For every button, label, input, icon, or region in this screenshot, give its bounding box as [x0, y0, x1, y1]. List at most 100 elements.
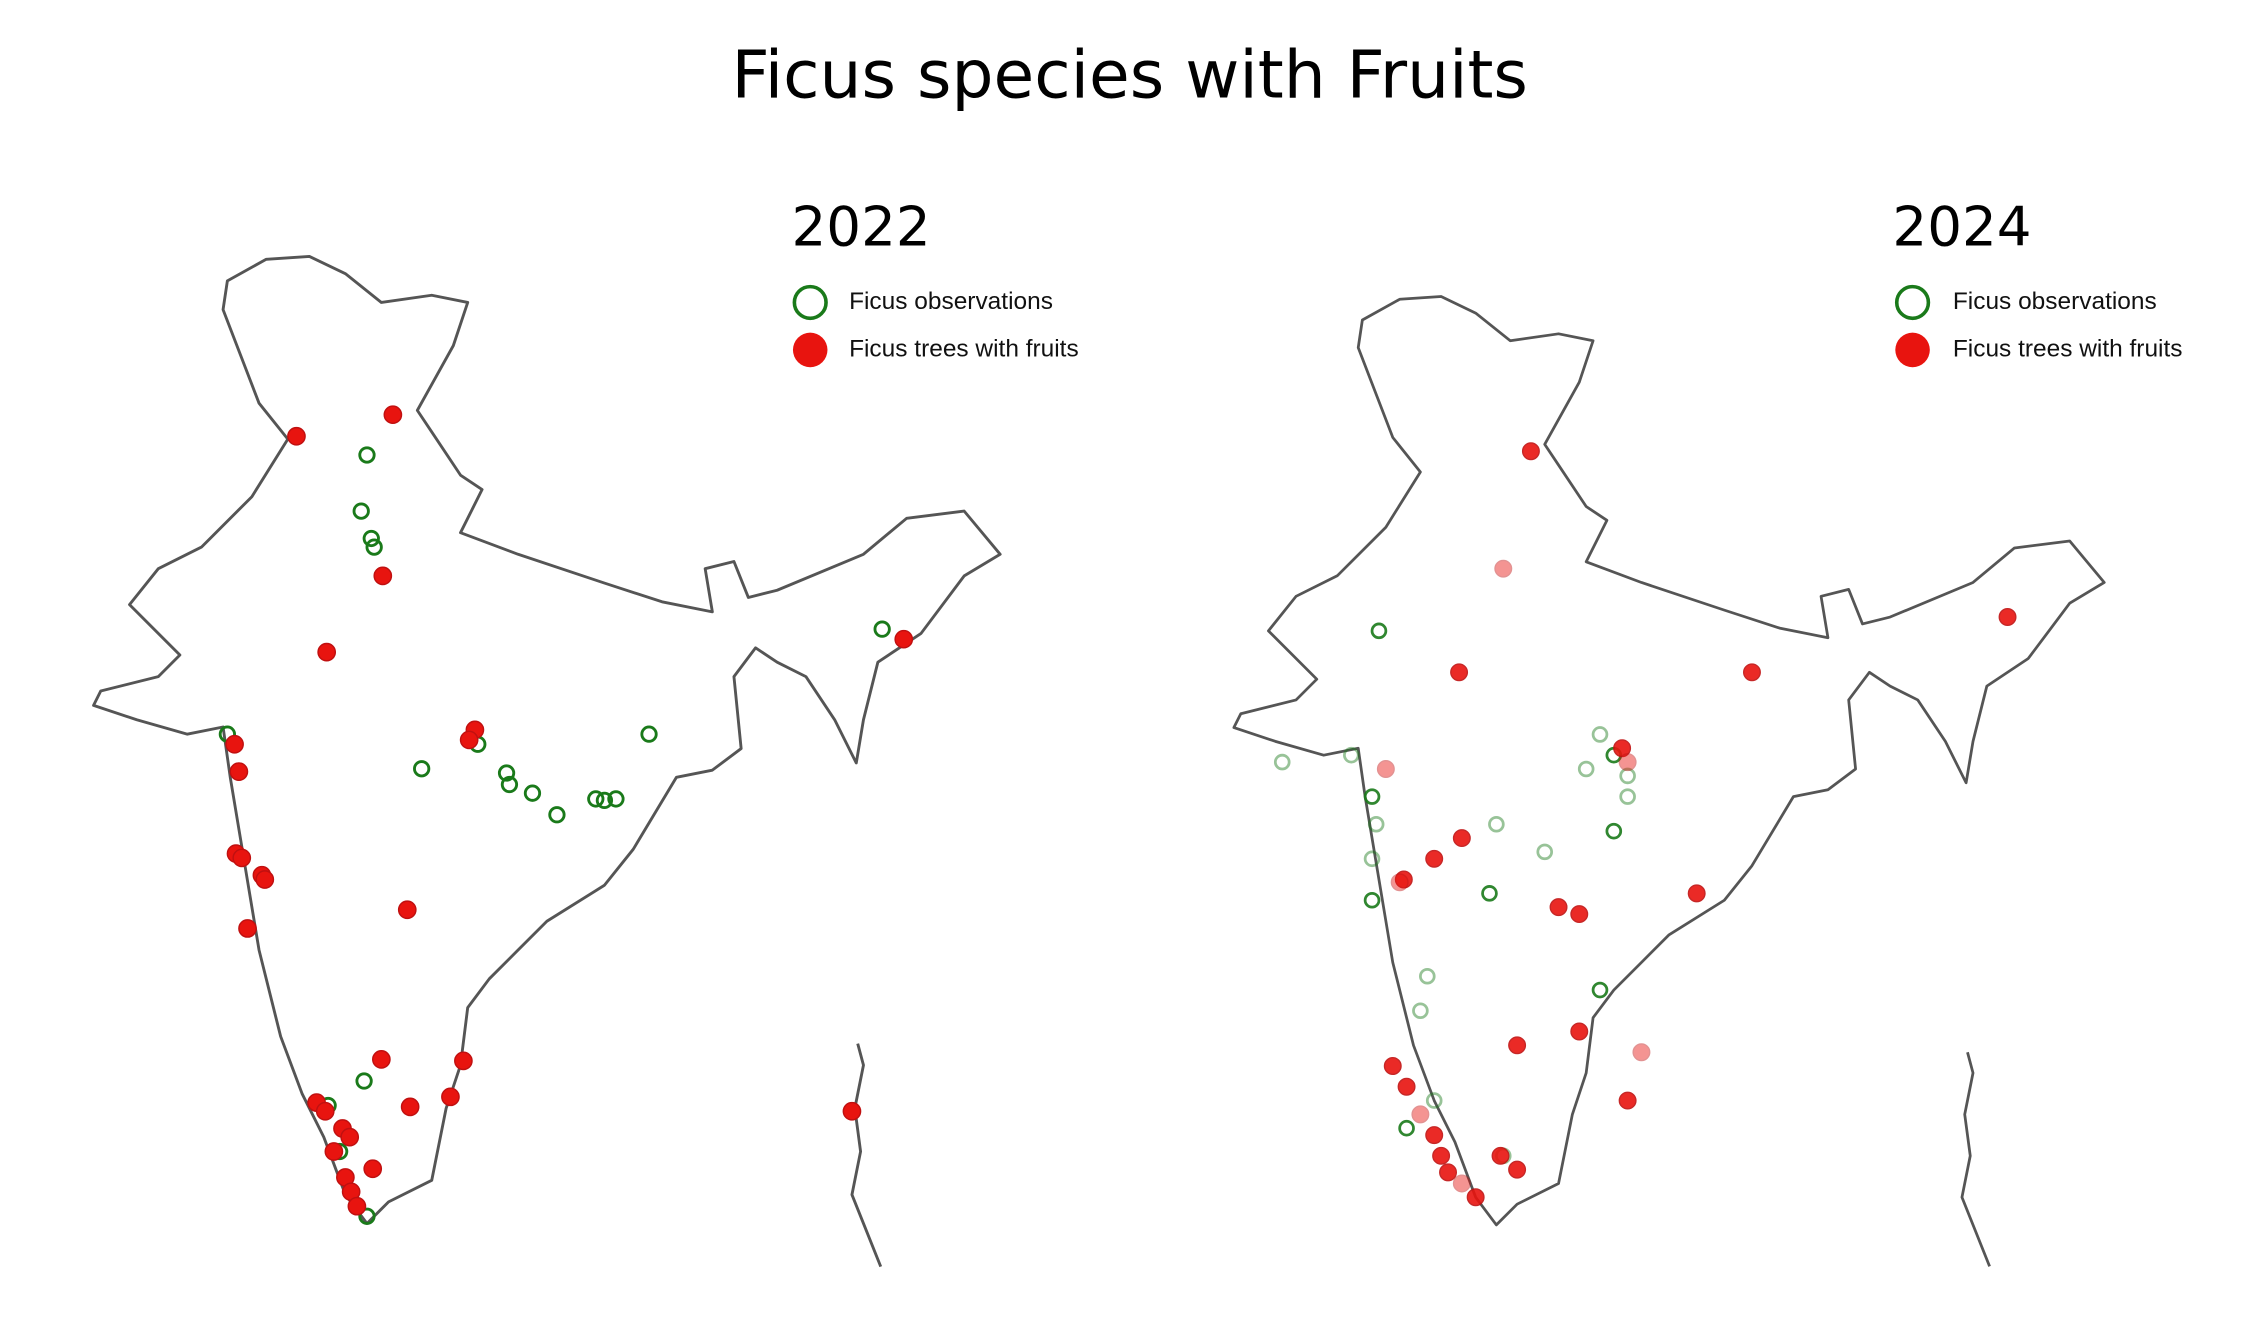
fruit-marker: [1452, 1174, 1471, 1193]
observation-marker: [607, 790, 625, 808]
fruit-marker: [1742, 663, 1761, 682]
observation-marker: [352, 502, 370, 520]
observation-marker: [548, 806, 566, 824]
fruit-marker: [1390, 873, 1409, 892]
fruit-marker: [1466, 1188, 1485, 1207]
fruit-marker: [454, 1051, 473, 1071]
india-map: [92, 254, 1002, 1268]
fruit-marker: [315, 1101, 335, 1121]
page-title: Ficus species with Fruits: [731, 36, 1527, 113]
observation-marker: [1591, 981, 1609, 999]
fruit-marker: [1450, 663, 1469, 682]
observation-marker: [362, 529, 380, 548]
fruit-marker: [372, 1050, 391, 1069]
observation-marker: [1488, 815, 1505, 833]
observation-marker: [523, 784, 542, 802]
fruit-marker: [1425, 1126, 1444, 1145]
observation-marker: [1619, 788, 1636, 805]
fruit-marker: [1508, 1036, 1527, 1055]
observation-marker: [1343, 746, 1360, 764]
fruit-marker: [363, 1159, 383, 1179]
fruit-marker: [1425, 849, 1444, 868]
fruit-marker: [1549, 898, 1568, 917]
legend-label: Ficus observations: [1953, 288, 2157, 315]
country-outline: [1232, 295, 2106, 1227]
observation-marker: [1536, 843, 1554, 861]
fruit-marker: [1508, 1160, 1527, 1179]
legend-label: Ficus trees with fruits: [849, 335, 1079, 362]
fruit-marker: [1376, 760, 1395, 778]
fruit-marker: [441, 1087, 460, 1107]
legend-symbol: [1895, 332, 1930, 368]
india-map: [1232, 295, 2106, 1267]
fruit-marker: [383, 405, 403, 425]
island-outline: [1960, 1051, 1991, 1267]
fruit-marker: [1521, 442, 1540, 461]
fruit-marker: [317, 642, 337, 662]
fruit-marker: [225, 734, 244, 754]
observation-marker: [355, 1072, 373, 1090]
fruit-marker: [1439, 1163, 1458, 1182]
observation-marker: [1419, 967, 1436, 985]
observation-marker: [1577, 760, 1595, 778]
fruit-marker: [1411, 1105, 1430, 1124]
fruit-marker: [255, 870, 275, 889]
fruit-marker: [340, 1127, 360, 1147]
observation-marker: [1273, 753, 1291, 771]
map-panel: 2024 Ficus observations Ficus trees with…: [1232, 195, 2183, 1267]
fruit-marker: [324, 1142, 344, 1161]
legend-symbol: [1894, 284, 1931, 321]
observation-marker: [873, 620, 891, 638]
fruit-marker: [232, 848, 252, 868]
fruit-marker: [397, 900, 417, 920]
fruit-marker: [1632, 1043, 1651, 1062]
observation-marker: [595, 791, 614, 810]
fruit-marker: [459, 730, 479, 750]
observation-marker: [1412, 1002, 1429, 1020]
observation-marker: [413, 760, 431, 778]
observation-marker: [1370, 622, 1388, 640]
fruit-marker: [1491, 1146, 1510, 1165]
island-outline: [850, 1043, 883, 1268]
fruit-marker: [1618, 753, 1637, 772]
observation-marker: [497, 764, 516, 782]
legend-label: Ficus observations: [849, 288, 1053, 315]
fruit-marker: [373, 566, 393, 586]
fruit-marker: [1394, 870, 1413, 889]
fruit-marker: [1452, 829, 1471, 848]
fruit-marker: [400, 1097, 420, 1117]
observation-marker: [1605, 822, 1623, 840]
observation-marker: [587, 790, 605, 808]
observation-marker: [1425, 1092, 1443, 1109]
fruit-marker: [1570, 1022, 1589, 1041]
panel-year: 2022: [792, 195, 931, 259]
fruit-marker: [1432, 1146, 1451, 1165]
observation-marker: [1363, 788, 1381, 805]
fruit-marker: [347, 1196, 367, 1216]
fruit-marker: [1570, 905, 1589, 924]
fruit-marker: [1998, 608, 2017, 627]
map-panel: 2022 Ficus observations Ficus trees with…: [92, 195, 1079, 1268]
panel-year: 2024: [1892, 195, 2031, 259]
legend-symbol: [792, 332, 828, 368]
observation-marker: [1398, 1119, 1415, 1137]
legend-label: Ficus trees with fruits: [1953, 335, 2183, 362]
observation-marker: [1363, 891, 1381, 909]
observation-marker: [1619, 767, 1636, 785]
observation-marker: [1481, 885, 1498, 902]
fruit-marker: [894, 629, 914, 649]
observation-marker: [358, 1207, 376, 1225]
fruit-marker: [1494, 559, 1513, 578]
fruit-marker: [842, 1101, 862, 1121]
fruit-marker: [1613, 739, 1632, 758]
observation-marker: [640, 725, 658, 743]
observation-marker: [1363, 850, 1381, 868]
fruit-marker: [1397, 1077, 1416, 1096]
fruit-marker: [229, 762, 249, 781]
observation-marker: [358, 446, 376, 464]
fruit-marker: [287, 426, 306, 446]
observation-marker: [1591, 726, 1609, 743]
observation-marker: [500, 775, 519, 794]
fruit-marker: [238, 919, 257, 938]
